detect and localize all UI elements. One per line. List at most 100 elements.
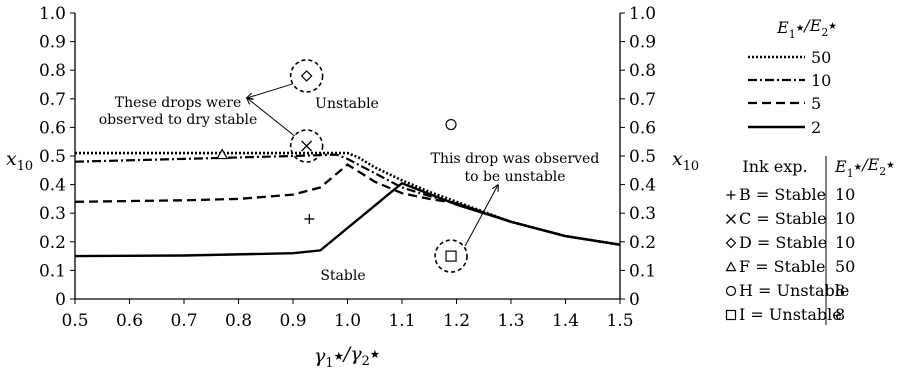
y-tick-label-left: 0.6 [39, 118, 66, 138]
data-point-triangle [216, 148, 229, 160]
ink-table-header-right: E1★/E2★ [834, 155, 895, 180]
ink-table-header-left: Ink exp. [742, 157, 807, 176]
axes: 0 0 0.1 0.1 0.2 0.2 0.3 0.3 0.4 0.4 0.5 0.5 0.6 0.6 0.… [6, 4, 699, 369]
y-tick-label-left: 0.3 [39, 204, 66, 224]
y-tick-label-left: 0 [55, 290, 66, 310]
series-line-2 [74, 181, 621, 258]
ink-table-marker-square [725, 309, 737, 321]
x-axis-label: γ1★/γ2★ [314, 343, 380, 369]
y-tick-label-left: 0.4 [39, 176, 66, 196]
annotation-stable-region: Stable [320, 268, 365, 284]
marker-square [725, 309, 737, 321]
ink-table-row-label: D = Stable [739, 233, 827, 252]
x-tick-label: 0.7 [170, 311, 197, 331]
x-tick-label: 1.1 [388, 311, 415, 331]
annotation-unstable-drop-line1: This drop was observed [431, 151, 600, 167]
data-points [216, 59, 468, 273]
y-tick-label-right: 0.3 [629, 204, 656, 224]
y-tick-label-left: 1.0 [39, 4, 66, 24]
marker-plus [726, 190, 736, 200]
ink-table-marker-+ [726, 190, 736, 200]
marker-triangle [216, 148, 229, 160]
arrow-to-dry-stable-from-c [247, 98, 295, 137]
data-point-diamond [300, 70, 313, 82]
x-tick-label: 0.9 [279, 311, 306, 331]
annotation-dry-stable-line1: These drops were [115, 95, 242, 111]
y-tick-label-right: 0.2 [629, 233, 656, 253]
data-point-circle [445, 118, 457, 131]
marker-circle [445, 118, 457, 131]
y-tick-label-right: 0.4 [629, 176, 656, 196]
y-tick-label-left: 0.7 [39, 90, 66, 110]
legend: E1★/E2★ 50 10 5 2 [748, 16, 837, 137]
arrow-to-dry-stable-from-d [247, 83, 293, 98]
highlight-circle [434, 239, 468, 273]
y-tick-label-right: 0.9 [629, 33, 656, 53]
y-tick-label-right: 0.7 [629, 90, 656, 110]
data-point-+ [304, 213, 315, 224]
ink-table-row-label: B = Stable [739, 185, 826, 204]
x-tick-label: 0.6 [116, 311, 143, 331]
annotation-unstable-drop-line2: to be unstable [464, 169, 565, 185]
y-tick-label-right: 0.8 [629, 61, 656, 81]
series-lines [74, 151, 621, 258]
y-tick-label-right: 0.6 [629, 118, 656, 138]
x-tick-label: 1.4 [552, 311, 579, 331]
series-line-10 [74, 153, 621, 246]
data-point-x [301, 140, 313, 152]
ink-table: Ink exp. E1★/E2★ B = Stable 10 C = Stable 10 D… [725, 155, 895, 325]
marker-triangle [725, 261, 737, 272]
ink-table-row-label: F = Stable [739, 257, 825, 276]
marker-circle [725, 285, 737, 297]
ink-table-row-value: 8 [835, 281, 845, 300]
legend-label-50: 50 [811, 48, 831, 67]
y-tick-label-right: 1.0 [629, 4, 656, 24]
y-tick-label-right: 0 [629, 290, 640, 310]
ink-table-row-value: 10 [835, 233, 855, 252]
y-tick-label-left: 0.2 [39, 233, 66, 253]
x-tick-label: 0.8 [225, 311, 252, 331]
y-axis-label-left: x10 [6, 148, 33, 174]
ink-table-row-label: C = Stable [739, 209, 827, 228]
x-tick-label: 1.5 [606, 311, 633, 331]
ink-table-marker-x [726, 214, 736, 224]
ink-table-marker-circle [725, 285, 737, 297]
marker-diamond [300, 70, 313, 82]
marker-cross [726, 214, 736, 224]
x-tick-label: 1.2 [443, 311, 470, 331]
arrow-to-unstable-drop [464, 185, 498, 247]
marker-square [445, 250, 457, 262]
legend-label-2: 2 [811, 118, 821, 137]
annotation-dry-stable-line2: observed to dry stable [99, 112, 258, 128]
ink-table-row-value: 50 [835, 257, 855, 276]
highlight-circle [289, 59, 324, 93]
legend-label-5: 5 [811, 94, 821, 113]
y-tick-label-left: 0.8 [39, 61, 66, 81]
x-tick-label: 0.5 [61, 311, 88, 331]
legend-label-10: 10 [811, 71, 831, 90]
y-tick-label-left: 0.9 [39, 33, 66, 53]
x-tick-label: 1.0 [334, 311, 361, 331]
ink-table-marker-diamond [725, 237, 737, 249]
ink-table-row-value: 10 [835, 185, 855, 204]
y-tick-label-left: 0.1 [39, 261, 66, 281]
marker-cross [301, 140, 313, 152]
y-tick-label-right: 0.5 [629, 147, 656, 167]
x-tick-label: 1.3 [497, 311, 524, 331]
ink-table-row-value: 8 [835, 305, 845, 324]
y-tick-label-left: 0.5 [39, 147, 66, 167]
marker-plus [304, 213, 315, 224]
ink-table-marker-triangle [725, 261, 737, 272]
y-tick-label-right: 0.1 [629, 261, 656, 281]
data-point-square [445, 250, 457, 262]
marker-diamond [725, 237, 737, 249]
highlight-circle [289, 129, 324, 163]
legend-title: E1★/E2★ [776, 16, 837, 41]
annotation-unstable-region: Unstable [315, 96, 379, 112]
ink-table-row-label: H = Unstable [739, 281, 849, 300]
ink-table-row-label: I = Unstable [739, 305, 842, 324]
ink-table-row-value: 10 [835, 209, 855, 228]
y-axis-label-right: x10 [672, 148, 699, 174]
